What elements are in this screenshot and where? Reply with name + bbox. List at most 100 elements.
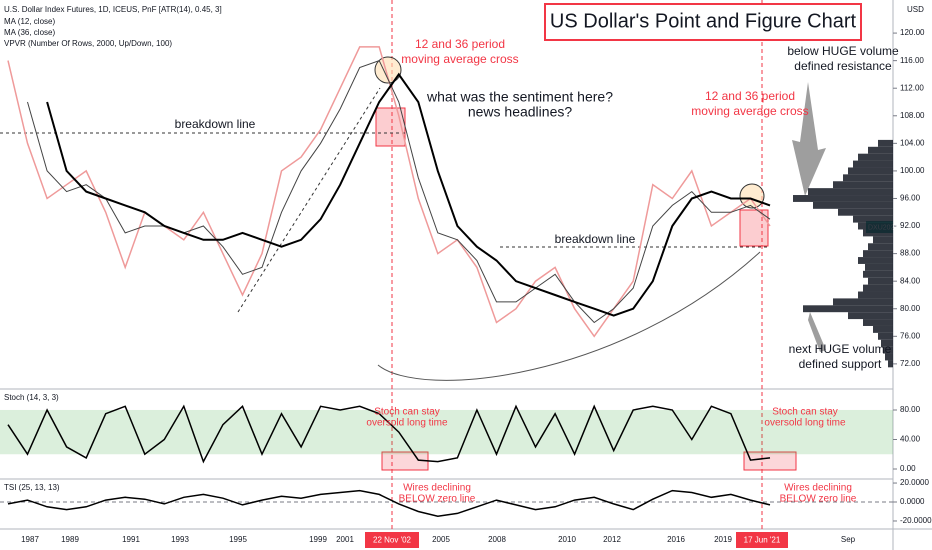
y-tick-label: 96.00 bbox=[900, 194, 921, 203]
y-tick-label: 40.00 bbox=[900, 435, 921, 444]
annotation: defined support bbox=[799, 357, 882, 371]
indicator-label: VPVR (Number Of Rows, 2000, Up/Down, 100… bbox=[4, 39, 172, 48]
y-tick-label: 120.00 bbox=[900, 28, 925, 37]
pane-title: Stoch (14, 3, 3) bbox=[4, 393, 59, 402]
highlight-circle bbox=[374, 56, 402, 84]
y-tick-label: 76.00 bbox=[900, 331, 921, 340]
annotation: BELOW zero line bbox=[399, 494, 476, 505]
pane-title: TSI (25, 13, 13) bbox=[4, 483, 60, 492]
x-tick-label: 2001 bbox=[336, 535, 354, 544]
title-box bbox=[544, 3, 862, 41]
highlight-box bbox=[743, 451, 797, 471]
band bbox=[0, 409, 893, 455]
annotation: Wires declining bbox=[784, 483, 852, 494]
x-tick-label: 1987 bbox=[21, 535, 39, 544]
volume-bar bbox=[853, 215, 893, 223]
volume-bar bbox=[863, 250, 893, 258]
volume-bar bbox=[863, 284, 893, 292]
marker-tag-bg bbox=[736, 532, 788, 548]
volume-bar bbox=[813, 201, 893, 209]
y-tick-label: 80.00 bbox=[900, 405, 921, 414]
volume-bar bbox=[853, 160, 893, 168]
y-tick-label: 0.0000 bbox=[900, 497, 925, 506]
volume-bar bbox=[858, 257, 893, 264]
volume-bar bbox=[843, 174, 893, 182]
volume-bar bbox=[838, 208, 893, 216]
annotation: moving average cross bbox=[401, 52, 518, 66]
volume-bar bbox=[858, 153, 893, 161]
annotation: Stoch can stay bbox=[374, 407, 440, 418]
x-tick-label: 2019 bbox=[714, 535, 732, 544]
trend-line bbox=[237, 87, 381, 313]
chart-title: US Dollar's Point and Figure Chart bbox=[550, 10, 857, 32]
highlight-box bbox=[375, 107, 406, 147]
highlight-circle bbox=[739, 183, 765, 209]
volume-bar bbox=[873, 325, 893, 333]
volume-bar bbox=[803, 305, 893, 313]
y-tick-label: 80.00 bbox=[900, 304, 921, 313]
line bbox=[7, 489, 771, 517]
annotation: oversold long time bbox=[764, 418, 846, 429]
x-tick-label: 1991 bbox=[122, 535, 140, 544]
volume-bar bbox=[865, 263, 893, 271]
annotation: oversold long time bbox=[366, 418, 448, 429]
x-tick-label: 2005 bbox=[432, 535, 450, 544]
volume-bar bbox=[858, 291, 893, 299]
symbol: U.S. Dollar Index Futures, 1D, ICEUS, Pn… bbox=[4, 5, 222, 14]
indicator-label: MA (12, close) bbox=[4, 17, 55, 26]
x-tick-label: 2010 bbox=[558, 535, 576, 544]
y-tick-label: 72.00 bbox=[900, 359, 921, 368]
volume-bar bbox=[881, 339, 893, 347]
currency: USD bbox=[907, 5, 924, 14]
annotation: 12 and 36 period bbox=[705, 89, 795, 103]
volume-bar bbox=[878, 332, 893, 340]
arrow bbox=[792, 82, 826, 196]
annotation: news headlines? bbox=[468, 104, 573, 120]
curve-arrow bbox=[377, 251, 761, 381]
marker-tag: 22 Nov '02 bbox=[373, 536, 412, 545]
x-tick-label: 2012 bbox=[603, 535, 621, 544]
annotation: moving average cross bbox=[691, 104, 808, 118]
volume-bar bbox=[863, 270, 893, 278]
x-tick-label: 1999 bbox=[309, 535, 327, 544]
volume-bar bbox=[873, 236, 893, 244]
volume-bar bbox=[858, 222, 893, 230]
y-tick-label: 20.0000 bbox=[900, 478, 929, 487]
volume-bar bbox=[833, 181, 893, 189]
annotation: BELOW zero line bbox=[780, 494, 857, 505]
annotation: Stoch can stay bbox=[772, 407, 838, 418]
x-tick-label: Sep bbox=[841, 535, 856, 544]
y-tick-label: 92.00 bbox=[900, 221, 921, 230]
x-tick-label: 2016 bbox=[667, 535, 685, 544]
volume-bar bbox=[863, 319, 893, 326]
annotation: 12 and 36 period bbox=[415, 37, 505, 51]
marker-tag-bg bbox=[365, 532, 419, 548]
x-tick-label: 1989 bbox=[61, 535, 79, 544]
line bbox=[46, 72, 771, 317]
y-tick-label: 116.00 bbox=[900, 56, 924, 65]
volume-bar bbox=[878, 139, 893, 147]
y-tick-label: 84.00 bbox=[900, 276, 921, 285]
y-tick-label: 0.00 bbox=[900, 464, 916, 473]
volume-bar bbox=[868, 243, 893, 251]
annotation: defined resistance bbox=[794, 59, 892, 73]
x-tick-label: 1993 bbox=[171, 535, 189, 544]
volume-bar bbox=[848, 312, 893, 320]
volume-bar bbox=[833, 298, 893, 306]
y-tick-label: -20.0000 bbox=[900, 516, 932, 525]
volume-bar bbox=[868, 277, 893, 285]
volume-bar bbox=[793, 195, 893, 202]
volume-bar bbox=[848, 167, 893, 175]
volume-bar bbox=[808, 188, 893, 196]
y-tick-label: 88.00 bbox=[900, 249, 921, 258]
annotation: breakdown line bbox=[555, 232, 636, 246]
volume-bar bbox=[888, 360, 893, 368]
line bbox=[27, 59, 771, 324]
annotation: next HUGE volume bbox=[789, 342, 892, 356]
x-tick-label: 2008 bbox=[488, 535, 506, 544]
volume-bar bbox=[868, 146, 893, 154]
y-tick-label: 108.00 bbox=[900, 111, 925, 120]
annotation: below HUGE volume bbox=[787, 44, 899, 58]
